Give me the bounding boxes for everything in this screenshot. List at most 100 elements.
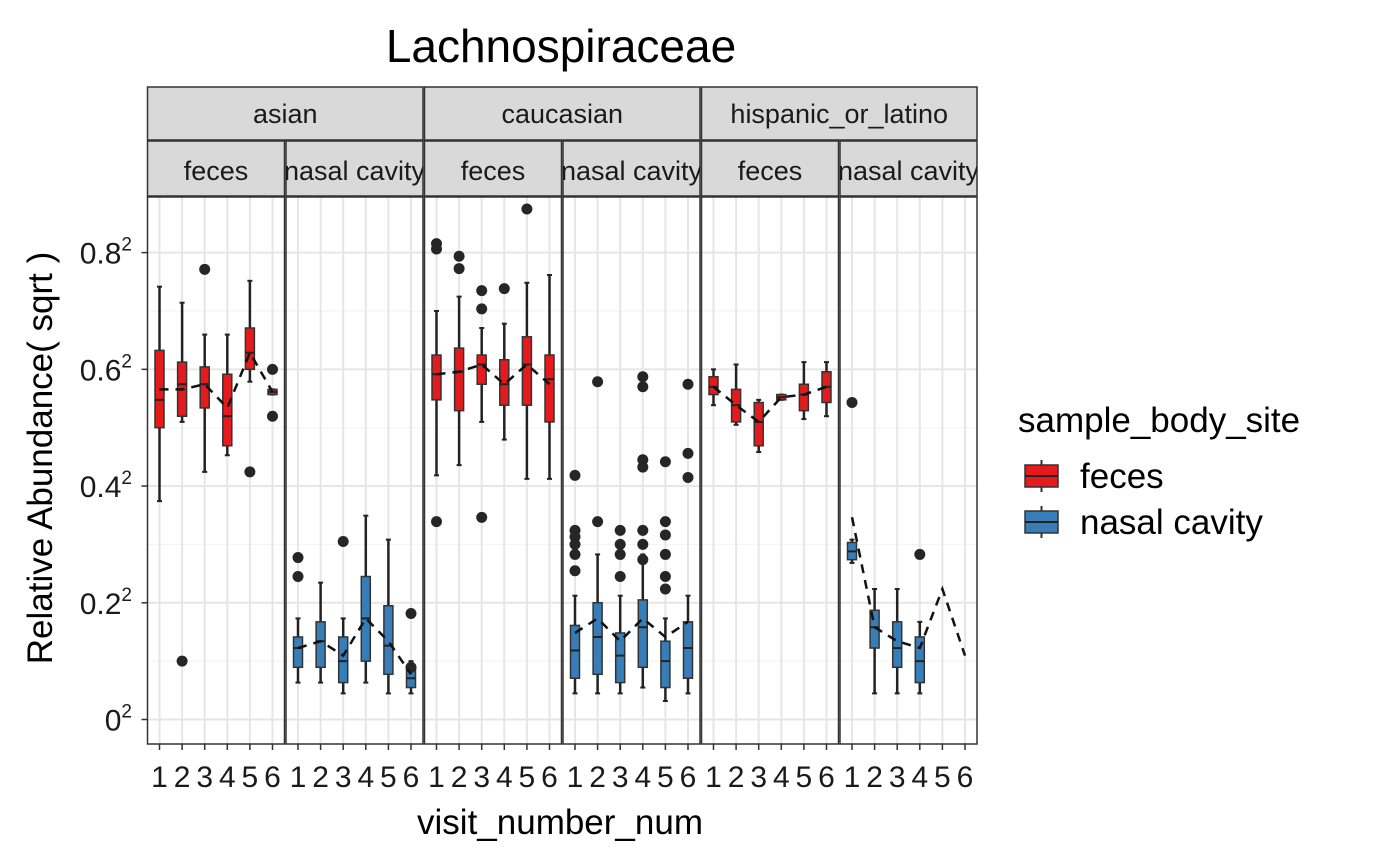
- panel-border: [562, 196, 701, 745]
- panel-2: [423, 196, 563, 745]
- y-axis-title: Relative Abundance( sqrt ): [21, 252, 60, 664]
- outlier-point: [498, 283, 510, 295]
- strip-sub-label: feces: [184, 156, 249, 186]
- panel-border: [146, 196, 286, 745]
- x-tick-label: 4: [357, 761, 374, 794]
- legend: sample_body_site feces nasal cavity: [1018, 401, 1300, 542]
- box-iqr: [914, 636, 926, 684]
- x-tick-label: 6: [541, 761, 558, 794]
- x-tick-label: 5: [380, 761, 397, 794]
- outlier-point: [846, 397, 858, 409]
- outlier-point: [914, 548, 926, 560]
- box-iqr: [337, 636, 349, 684]
- outlier-point: [453, 250, 465, 262]
- outlier-point: [244, 466, 256, 478]
- outlier-point: [637, 461, 649, 473]
- y-tick-label: 0.82: [80, 235, 132, 271]
- x-tick-label: 3: [335, 761, 352, 794]
- x-tick-label: 1: [290, 761, 307, 794]
- box-iqr: [499, 358, 510, 406]
- outlier-point: [431, 243, 442, 255]
- x-tick-label: 1: [705, 761, 722, 794]
- x-tick-label: 4: [634, 761, 651, 794]
- box-iqr: [431, 354, 442, 401]
- x-tick-label: 1: [567, 761, 584, 794]
- box-iqr: [453, 347, 465, 412]
- strips-sub: feces nasal cavity feces nasal cavity feces n…: [146, 140, 978, 197]
- outlier-point: [292, 571, 304, 583]
- y-tick-label: 0.22: [80, 585, 132, 621]
- strip-sub-4: [700, 140, 840, 197]
- strip-sub-label: nasal cavity: [284, 156, 426, 186]
- x-tick-label: 1: [151, 761, 168, 794]
- y-tick-label: 0.42: [80, 468, 132, 504]
- outlier-point: [659, 456, 671, 468]
- box-iqr: [222, 373, 233, 447]
- box-visit-1: [708, 368, 719, 407]
- x-tick-label: 2: [174, 761, 191, 794]
- strip-sub-5: [839, 140, 978, 197]
- x-tick-label: 2: [451, 761, 468, 794]
- strip-top-label: asian: [253, 99, 318, 129]
- box-visit-1: [569, 469, 581, 695]
- strip-top-hispanic_or_latino: [700, 86, 978, 141]
- x-tick-label: 3: [889, 761, 906, 794]
- box-visit-3: [891, 588, 903, 695]
- box-visit-3: [476, 285, 488, 523]
- box-iqr: [544, 354, 555, 423]
- x-tick-label: 6: [957, 761, 974, 794]
- panel-5: [839, 196, 978, 745]
- box-iqr: [660, 640, 671, 689]
- box-iqr: [798, 383, 810, 412]
- outlier-point: [659, 571, 671, 583]
- median-trend-line: [436, 362, 551, 386]
- outlier-point: [659, 583, 671, 595]
- box-visit-1: [431, 238, 442, 528]
- strips-top: asian caucasian hispanic_or_latino: [146, 86, 978, 141]
- box-iqr: [592, 602, 603, 676]
- legend-label: nasal cavity: [1080, 503, 1263, 542]
- panel-3: [562, 196, 701, 745]
- panel-0: [146, 196, 286, 745]
- outlier-point: [176, 655, 188, 667]
- x-tick-label: 4: [496, 761, 513, 794]
- outlier-point: [659, 529, 671, 541]
- outlier-point: [267, 410, 278, 422]
- outlier-point: [637, 381, 649, 393]
- box-visit-3: [337, 536, 349, 695]
- panel-background: [424, 197, 562, 744]
- outlier-point: [569, 538, 581, 550]
- panel-background: [563, 197, 700, 744]
- outlier-point: [405, 661, 417, 673]
- x-tick-label: 6: [264, 761, 281, 794]
- panel-background: [147, 197, 285, 744]
- x-tick-label: 5: [934, 761, 951, 794]
- box-visit-4: [637, 371, 649, 689]
- panel-background: [701, 197, 839, 744]
- box-visit-4: [776, 393, 787, 401]
- outlier-point: [476, 285, 488, 297]
- legend-title: sample_body_site: [1018, 401, 1300, 440]
- x-tick-label: 6: [403, 761, 420, 794]
- median-trend-line: [159, 349, 274, 411]
- x-tick-label: 3: [612, 761, 629, 794]
- x-tick-label: 2: [866, 761, 883, 794]
- panel-border: [839, 196, 978, 745]
- outlier-point: [199, 263, 211, 275]
- x-tick-label: 3: [196, 761, 213, 794]
- outlier-point: [614, 548, 626, 560]
- chart-title: Lachnospiraceae: [386, 20, 736, 72]
- legend-item: feces: [1023, 457, 1164, 496]
- outlier-point: [292, 552, 304, 564]
- outlier-point: [476, 303, 488, 315]
- x-tick-label: 3: [473, 761, 490, 794]
- box-visit-4: [914, 548, 926, 695]
- panel-background: [286, 197, 423, 744]
- legend-label: feces: [1080, 457, 1164, 496]
- panel-border: [423, 196, 563, 745]
- y-tick-label: 0.62: [80, 351, 132, 387]
- box-iqr: [521, 336, 533, 406]
- outlier-point: [569, 469, 581, 481]
- box-visit-6: [267, 363, 278, 422]
